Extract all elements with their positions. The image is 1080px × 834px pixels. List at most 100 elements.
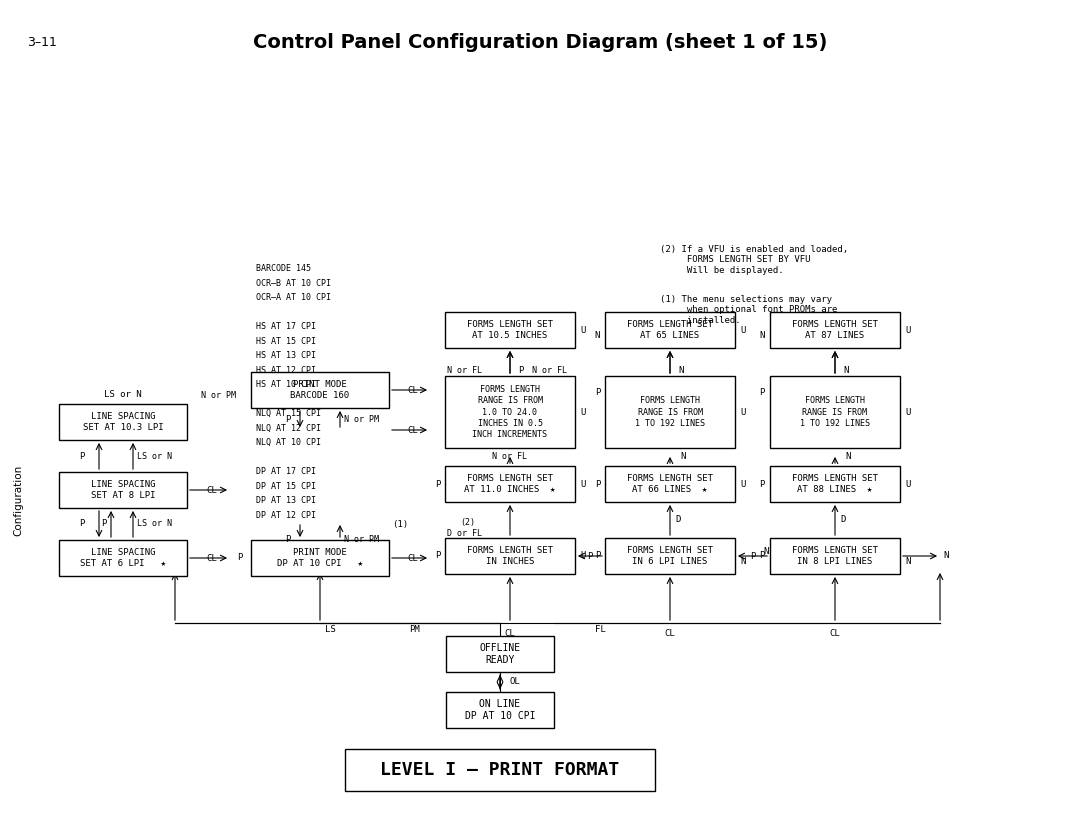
Text: HS AT 15 CPI: HS AT 15 CPI [256,336,316,345]
Text: CL: CL [829,629,840,637]
Text: P: P [434,480,440,489]
Text: D: D [675,515,680,525]
Bar [446,692,554,728]
Text: FORMS LENGTH SET
AT 87 LINES: FORMS LENGTH SET AT 87 LINES [792,319,878,340]
Bar [605,376,735,448]
Text: NLQ AT 12 CPI: NLQ AT 12 CPI [256,424,321,433]
Text: U: U [580,325,585,334]
Text: FORMS LENGTH
RANGE IS FROM
1.0 TO 24.0
INCHES IN 0.5
INCH INCREMENTS: FORMS LENGTH RANGE IS FROM 1.0 TO 24.0 I… [473,384,548,440]
Text: OCR–A AT 10 CPI: OCR–A AT 10 CPI [256,293,330,302]
Text: FORMS LENGTH SET
AT 10.5 INCHES: FORMS LENGTH SET AT 10.5 INCHES [467,319,553,340]
Text: U: U [905,408,910,416]
Text: N or FL: N or FL [492,451,527,460]
Text: N or FL: N or FL [532,365,567,374]
Bar [445,538,575,574]
Text: PM: PM [409,625,420,634]
Text: CL: CL [407,386,418,395]
Text: FORMS LENGTH
RANGE IS FROM
1 TO 192 LINES: FORMS LENGTH RANGE IS FROM 1 TO 192 LINE… [635,396,705,428]
Text: N: N [943,551,948,560]
Bar [770,538,900,574]
Text: LS: LS [325,625,336,634]
Bar [605,538,735,574]
Text: FORMS LENGTH
RANGE IS FROM
1 TO 192 LINES: FORMS LENGTH RANGE IS FROM 1 TO 192 LINE… [800,396,870,428]
Text: LS or N: LS or N [137,451,172,460]
Bar [445,376,575,448]
Text: P: P [595,388,600,396]
Text: NLQ AT 10 CPI: NLQ AT 10 CPI [256,438,321,447]
Text: FORMS LENGTH SET
AT 88 LINES  ★: FORMS LENGTH SET AT 88 LINES ★ [792,474,878,495]
Text: N or FL: N or FL [447,365,482,374]
Text: P: P [102,520,106,529]
Text: (1): (1) [392,520,408,530]
Text: P: P [588,552,593,561]
Bar [445,466,575,502]
Text: FL: FL [595,625,606,634]
Text: (2) If a VFU is enabled and loaded,
     FORMS LENGTH SET BY VFU
     Will be di: (2) If a VFU is enabled and loaded, FORM… [660,245,848,274]
Text: D: D [840,515,846,525]
Text: LS or N: LS or N [137,520,172,529]
Text: N: N [845,451,850,460]
Text: CL: CL [504,629,515,637]
Bar [59,472,187,508]
Text: BARCODE 145: BARCODE 145 [256,264,311,273]
Bar [770,376,900,448]
Text: FORMS LENGTH SET
AT 65 LINES: FORMS LENGTH SET AT 65 LINES [627,319,713,340]
Text: ON LINE
DP AT 10 CPI: ON LINE DP AT 10 CPI [464,699,536,721]
Text: N: N [680,451,686,460]
Text: CL: CL [206,554,217,563]
Text: N: N [762,546,768,555]
Text: (1) The menu selections may vary
     when optional font PROMs are
     installe: (1) The menu selections may vary when op… [660,295,837,324]
Text: PRINT MODE
DP AT 10 CPI   ★: PRINT MODE DP AT 10 CPI ★ [276,548,363,568]
Text: Configuration: Configuration [13,465,23,535]
Text: P: P [595,551,600,560]
Bar [770,466,900,502]
Text: N: N [843,365,849,374]
Text: N: N [595,330,600,339]
Bar [770,312,900,348]
Text: N or PM: N or PM [345,535,379,545]
Text: LS or N: LS or N [104,389,141,399]
Text: N: N [740,556,745,565]
Bar [345,749,654,791]
Text: LEVEL I – PRINT FORMAT: LEVEL I – PRINT FORMAT [380,761,620,779]
Text: P: P [238,554,243,562]
Text: CL: CL [407,426,418,435]
Bar [59,404,187,440]
Text: FORMS LENGTH SET
IN 8 LPI LINES: FORMS LENGTH SET IN 8 LPI LINES [792,545,878,566]
Text: P: P [759,551,765,560]
Text: U: U [740,480,745,489]
Bar [445,312,575,348]
Text: OCR–B AT 10 CPI: OCR–B AT 10 CPI [256,279,330,288]
Text: P: P [79,451,84,460]
Bar [446,636,554,672]
Text: P: P [434,551,440,560]
Text: U: U [905,480,910,489]
Text: P: P [518,365,524,374]
Text: P: P [285,535,291,545]
Text: 3–11: 3–11 [27,36,57,48]
Text: LINE SPACING
SET AT 8 LPI: LINE SPACING SET AT 8 LPI [91,480,156,500]
Text: HS AT 10 CPI: HS AT 10 CPI [256,380,316,389]
Text: FORMS LENGTH SET
AT 11.0 INCHES  ★: FORMS LENGTH SET AT 11.0 INCHES ★ [464,474,556,495]
Text: FORMS LENGTH SET
IN 6 LPI LINES: FORMS LENGTH SET IN 6 LPI LINES [627,545,713,566]
Text: FORMS LENGTH SET
IN INCHES: FORMS LENGTH SET IN INCHES [467,545,553,566]
Text: N: N [759,330,765,339]
Text: (2): (2) [460,519,475,527]
Text: P: P [759,388,765,396]
Text: HS AT 17 CPI: HS AT 17 CPI [256,322,316,331]
Text: P: P [285,414,291,424]
Text: LINE SPACING
SET AT 10.3 LPI: LINE SPACING SET AT 10.3 LPI [83,412,163,432]
Text: U: U [580,408,585,416]
Text: NLQ AT 15 CPI: NLQ AT 15 CPI [256,409,321,418]
Text: P: P [595,480,600,489]
Text: HS AT 13 CPI: HS AT 13 CPI [256,351,316,360]
Text: CL: CL [664,629,675,637]
Text: P: P [750,552,755,561]
Text: P: P [759,480,765,489]
Text: DP AT 15 CPI: DP AT 15 CPI [256,481,316,490]
Text: DP AT 17 CPI: DP AT 17 CPI [256,467,316,476]
Text: N or PM: N or PM [345,414,379,424]
Text: U: U [905,325,910,334]
Text: N or PM: N or PM [201,390,237,399]
Bar [605,312,735,348]
